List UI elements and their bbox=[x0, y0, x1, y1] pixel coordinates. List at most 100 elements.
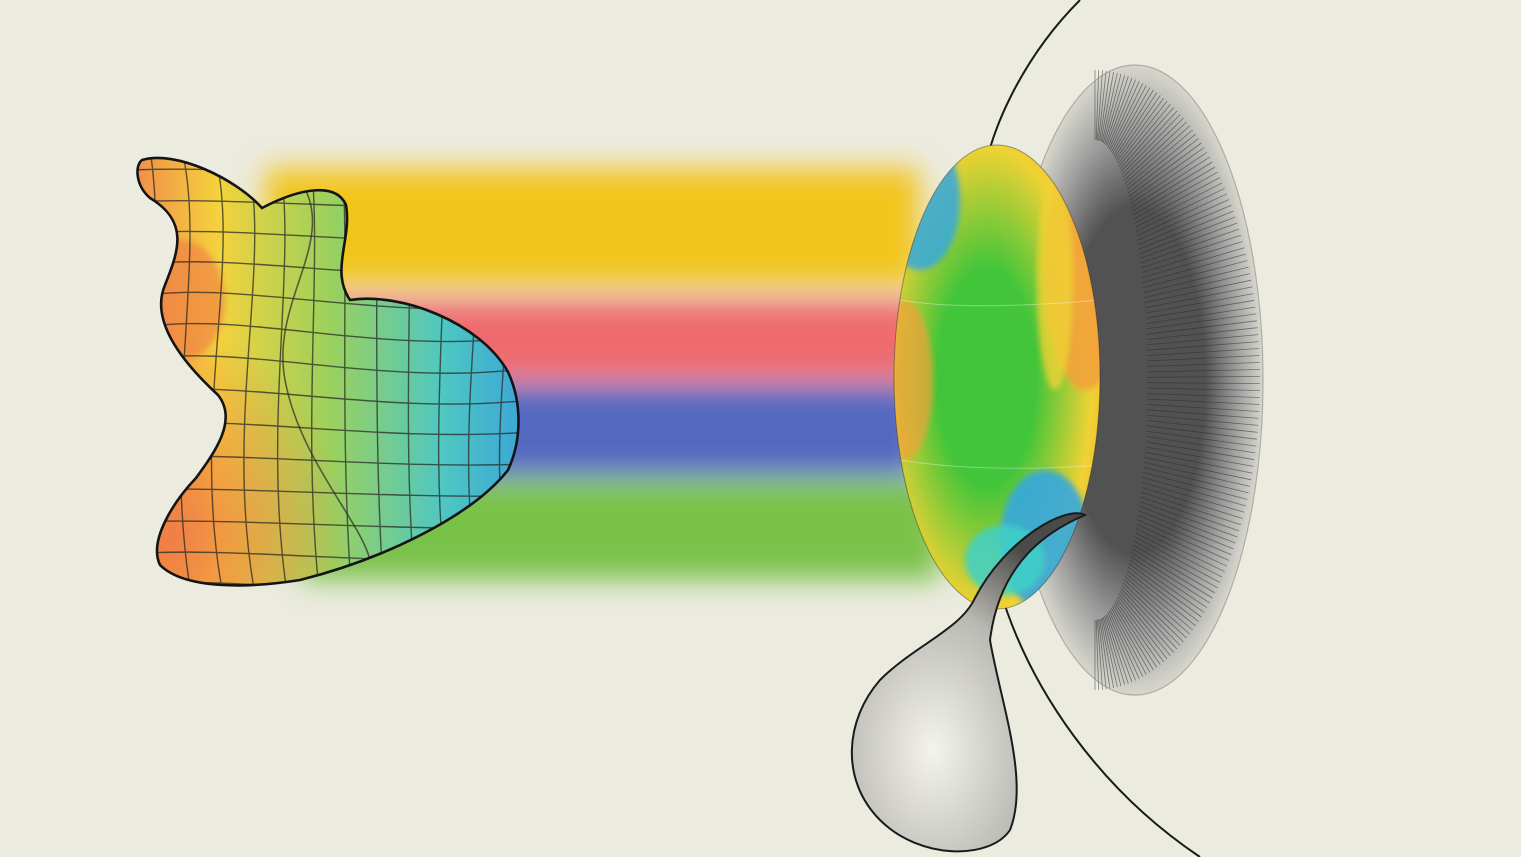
iris-ray bbox=[1098, 619, 1107, 690]
iris-ray bbox=[1131, 552, 1210, 604]
iris-ray bbox=[1137, 199, 1230, 241]
iris-ray bbox=[1117, 595, 1168, 660]
iris-ray bbox=[1146, 430, 1257, 447]
grid-line bbox=[210, 157, 225, 586]
iris-ray bbox=[1145, 306, 1256, 324]
iris-ray bbox=[1145, 441, 1255, 461]
iris-ray bbox=[1108, 81, 1140, 149]
iris-ray bbox=[1145, 299, 1255, 319]
iris-ray bbox=[1128, 563, 1202, 618]
iris-ray bbox=[1102, 616, 1122, 687]
iris-ray bbox=[1142, 247, 1245, 278]
iris-ray bbox=[1139, 501, 1238, 538]
iris-ray bbox=[1147, 362, 1260, 367]
iris-ray bbox=[1118, 593, 1171, 656]
iris-ray bbox=[1147, 387, 1260, 391]
iris-ray bbox=[1143, 472, 1248, 500]
iris-ray bbox=[1139, 216, 1236, 255]
iris-ray bbox=[1136, 193, 1228, 237]
iris-ray bbox=[1104, 74, 1126, 145]
iris-ray bbox=[1095, 70, 1100, 141]
iris-ray bbox=[1129, 559, 1205, 613]
iris-ray bbox=[1107, 79, 1136, 148]
iris-ray bbox=[1146, 404, 1260, 412]
iris-ray bbox=[1133, 540, 1218, 589]
iris-ray bbox=[1115, 600, 1161, 665]
iris-ray bbox=[1122, 582, 1184, 643]
iris-ray bbox=[1126, 569, 1196, 627]
iris-ray bbox=[1146, 334, 1259, 346]
iris-ray bbox=[1144, 273, 1251, 298]
iris-ray bbox=[1130, 151, 1208, 205]
iris-ray bbox=[1119, 107, 1175, 170]
iris-ray bbox=[1102, 73, 1122, 144]
iris-ray bbox=[1097, 70, 1103, 141]
iris-ray bbox=[1131, 548, 1213, 599]
iris-ray bbox=[1142, 482, 1245, 513]
iris-ray bbox=[1145, 293, 1254, 314]
iris-ray bbox=[1144, 456, 1252, 481]
iris-ray bbox=[1095, 619, 1100, 690]
iris-ray bbox=[1129, 147, 1205, 201]
iris-ray bbox=[1125, 129, 1193, 187]
iris-ray bbox=[1128, 142, 1202, 197]
iris-ray bbox=[1114, 92, 1158, 158]
iris-ray bbox=[1147, 393, 1260, 398]
iris-ray bbox=[1146, 327, 1258, 340]
iris-ray bbox=[1141, 486, 1243, 519]
iris-ray bbox=[1112, 606, 1151, 673]
iris-ray bbox=[1138, 510, 1234, 550]
iris-ray bbox=[1132, 166, 1216, 216]
iris-ray bbox=[1141, 241, 1243, 274]
iris-ray bbox=[1147, 398, 1260, 405]
iris-ray bbox=[1133, 171, 1218, 220]
iris-ray bbox=[1105, 76, 1129, 146]
iris-ray bbox=[1147, 376, 1261, 378]
iris-ray bbox=[1113, 89, 1154, 156]
iris-ray bbox=[1124, 576, 1190, 635]
iris-ray bbox=[1101, 617, 1118, 688]
iris-ray bbox=[1109, 83, 1144, 151]
iris-ray bbox=[1110, 85, 1147, 153]
iris-ray bbox=[1120, 110, 1178, 172]
iris-ray bbox=[1146, 341, 1259, 351]
iris-ray bbox=[1136, 523, 1228, 567]
iris-ray bbox=[1143, 266, 1249, 293]
iris-ray bbox=[1143, 260, 1248, 288]
iris-ray bbox=[1117, 100, 1168, 165]
iris-ray bbox=[1138, 204, 1232, 246]
iris-ray bbox=[1113, 604, 1154, 671]
iris-ray bbox=[1127, 566, 1199, 622]
iris-ray bbox=[1142, 477, 1246, 507]
iris-ray bbox=[1144, 279, 1252, 304]
iris-ray bbox=[1141, 491, 1242, 526]
iris-ray bbox=[1112, 87, 1151, 154]
iris-ray bbox=[1101, 72, 1118, 143]
iris-ray bbox=[1145, 436, 1256, 454]
iris-ray bbox=[1145, 446, 1254, 467]
iris-ray bbox=[1125, 573, 1193, 631]
iris-ray bbox=[1121, 585, 1181, 646]
iris-ray bbox=[1126, 133, 1196, 191]
iris-ray bbox=[1109, 609, 1144, 677]
iris-ray bbox=[1108, 611, 1140, 679]
iris-ray bbox=[1146, 425, 1258, 440]
grid-line bbox=[179, 157, 193, 586]
iris-ray bbox=[1137, 519, 1230, 561]
iris-ray bbox=[1138, 210, 1234, 250]
iris-ray bbox=[1106, 77, 1133, 147]
iris-ray bbox=[1116, 97, 1165, 163]
iris-ray bbox=[1140, 496, 1240, 532]
iris-ray bbox=[1146, 409, 1259, 419]
iris-ray bbox=[1123, 579, 1187, 639]
iris-ray bbox=[1134, 177, 1221, 224]
iris-ray bbox=[1130, 555, 1208, 609]
iris-ray bbox=[1135, 187, 1225, 232]
grid-line bbox=[137, 322, 519, 343]
iris-ray bbox=[1146, 313, 1257, 330]
iris-ray bbox=[1146, 348, 1260, 356]
iris-ray bbox=[1122, 117, 1184, 178]
iris-ray bbox=[1144, 451, 1253, 474]
iris-texture bbox=[1094, 70, 1261, 690]
